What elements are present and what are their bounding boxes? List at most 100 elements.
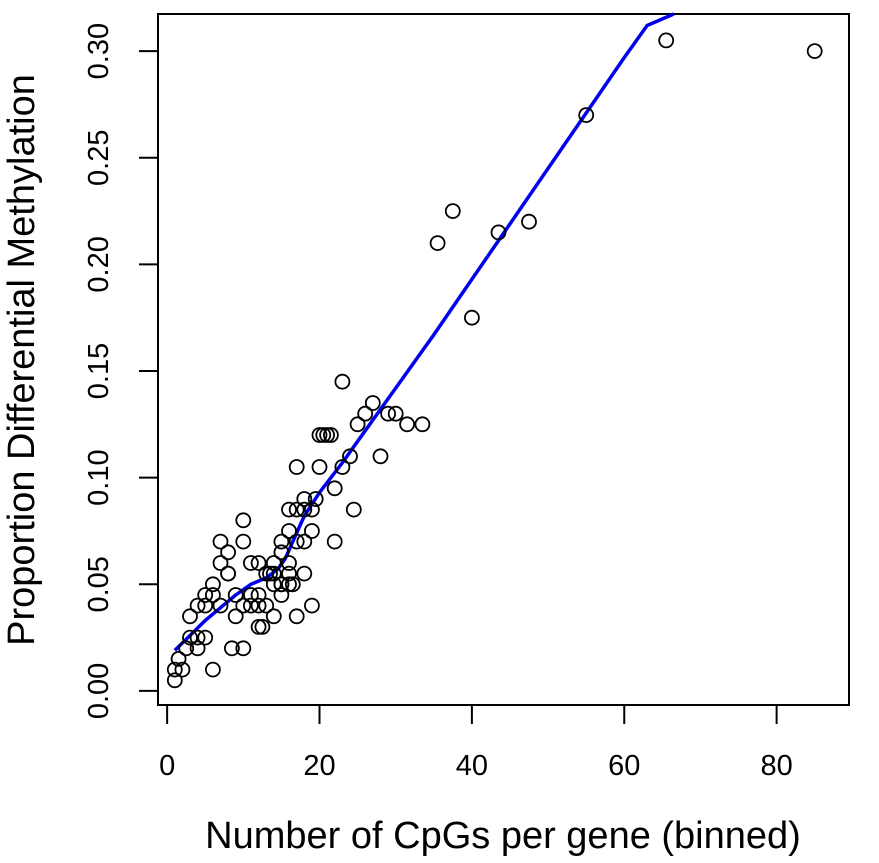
data-point: [273, 587, 290, 603]
data-point: [284, 576, 301, 593]
data-point: [258, 565, 275, 582]
data-point: [806, 43, 823, 59]
data-point: [303, 501, 320, 518]
data-point: [387, 405, 404, 422]
data-point: [429, 235, 446, 252]
data-point: [326, 533, 343, 550]
data-point: [189, 629, 206, 646]
data-point: [227, 608, 244, 625]
data-point: [250, 555, 267, 571]
data-point: [220, 544, 237, 561]
data-point: [288, 501, 305, 518]
data-point: [258, 597, 275, 614]
x-axis: 0 20 40 60 80: [159, 705, 793, 782]
x-tick-label: 40: [456, 750, 488, 782]
data-point: [250, 587, 267, 603]
plot-frame: [157, 13, 850, 706]
y-axis-title: Proportion Differential Methylation: [1, 74, 43, 646]
data-point: [311, 459, 328, 475]
x-tick-label: 0: [159, 750, 175, 782]
data-point: [178, 640, 195, 657]
data-point: [273, 544, 290, 561]
data-point: [212, 597, 229, 614]
data-point: [281, 501, 297, 518]
data-point: [204, 576, 221, 593]
data-point: [380, 405, 397, 422]
data-point: [170, 651, 187, 667]
data-point: [189, 640, 206, 657]
data-point: [307, 491, 324, 507]
data-point: [364, 395, 381, 411]
data-point: [578, 107, 595, 123]
data-point: [235, 597, 252, 614]
data-point: [281, 555, 297, 571]
data-point: [273, 576, 290, 593]
y-tick-label: 0.20: [83, 236, 115, 292]
data-point: [658, 32, 675, 49]
data-point: [345, 501, 362, 518]
data-point: [197, 587, 214, 603]
y-tick-label: 0.30: [83, 23, 115, 79]
data-point: [414, 416, 431, 433]
data-point: [281, 576, 297, 593]
x-axis-title: Number of CpGs per gene (binned): [205, 815, 801, 857]
data-point: [303, 523, 320, 539]
y-tick-label: 0.05: [83, 556, 115, 612]
data-point: [490, 224, 507, 241]
data-point: [182, 629, 198, 646]
data-point: [273, 533, 290, 550]
points-layer: [166, 32, 823, 689]
data-point: [288, 608, 305, 625]
data-point: [250, 597, 267, 614]
data-point: [265, 565, 282, 582]
data-point: [315, 427, 332, 443]
data-point: [303, 597, 320, 614]
data-point: [254, 619, 271, 635]
data-point: [265, 555, 282, 571]
data-point: [334, 459, 351, 475]
data-point: [296, 501, 313, 518]
data-point: [220, 565, 237, 582]
data-point: [242, 587, 259, 603]
data-point: [242, 597, 259, 614]
data-point: [242, 555, 259, 571]
data-point: [311, 427, 328, 443]
data-point: [197, 629, 214, 646]
x-tick-label: 20: [303, 750, 335, 782]
data-point: [319, 427, 336, 443]
data-point: [349, 416, 366, 433]
data-point: [174, 661, 191, 678]
data-point: [296, 533, 313, 550]
data-point: [166, 672, 183, 689]
data-point: [372, 448, 389, 465]
data-point: [296, 565, 313, 582]
data-point: [197, 597, 214, 614]
data-point: [235, 640, 252, 657]
x-tick-label: 80: [760, 750, 792, 782]
fit-line-layer: [173, 12, 675, 652]
data-point: [288, 533, 305, 550]
data-point: [521, 213, 537, 230]
data-point: [204, 661, 221, 678]
data-point: [444, 203, 461, 220]
y-tick-label: 0.25: [83, 130, 115, 186]
loess-fit-line: [173, 12, 675, 652]
data-point: [334, 373, 351, 390]
data-point: [204, 587, 221, 603]
data-point: [265, 576, 282, 593]
data-point: [357, 405, 374, 422]
data-point: [212, 533, 229, 550]
data-point: [322, 427, 339, 443]
data-point: [182, 608, 198, 625]
data-point: [463, 309, 480, 326]
data-point: [166, 661, 183, 678]
data-point: [265, 608, 282, 625]
data-point: [281, 565, 297, 582]
data-point: [262, 565, 278, 582]
data-point: [235, 512, 252, 529]
data-point: [250, 619, 267, 635]
data-point: [399, 416, 416, 433]
data-point: [189, 597, 206, 614]
y-tick-label: 0.15: [83, 343, 115, 399]
